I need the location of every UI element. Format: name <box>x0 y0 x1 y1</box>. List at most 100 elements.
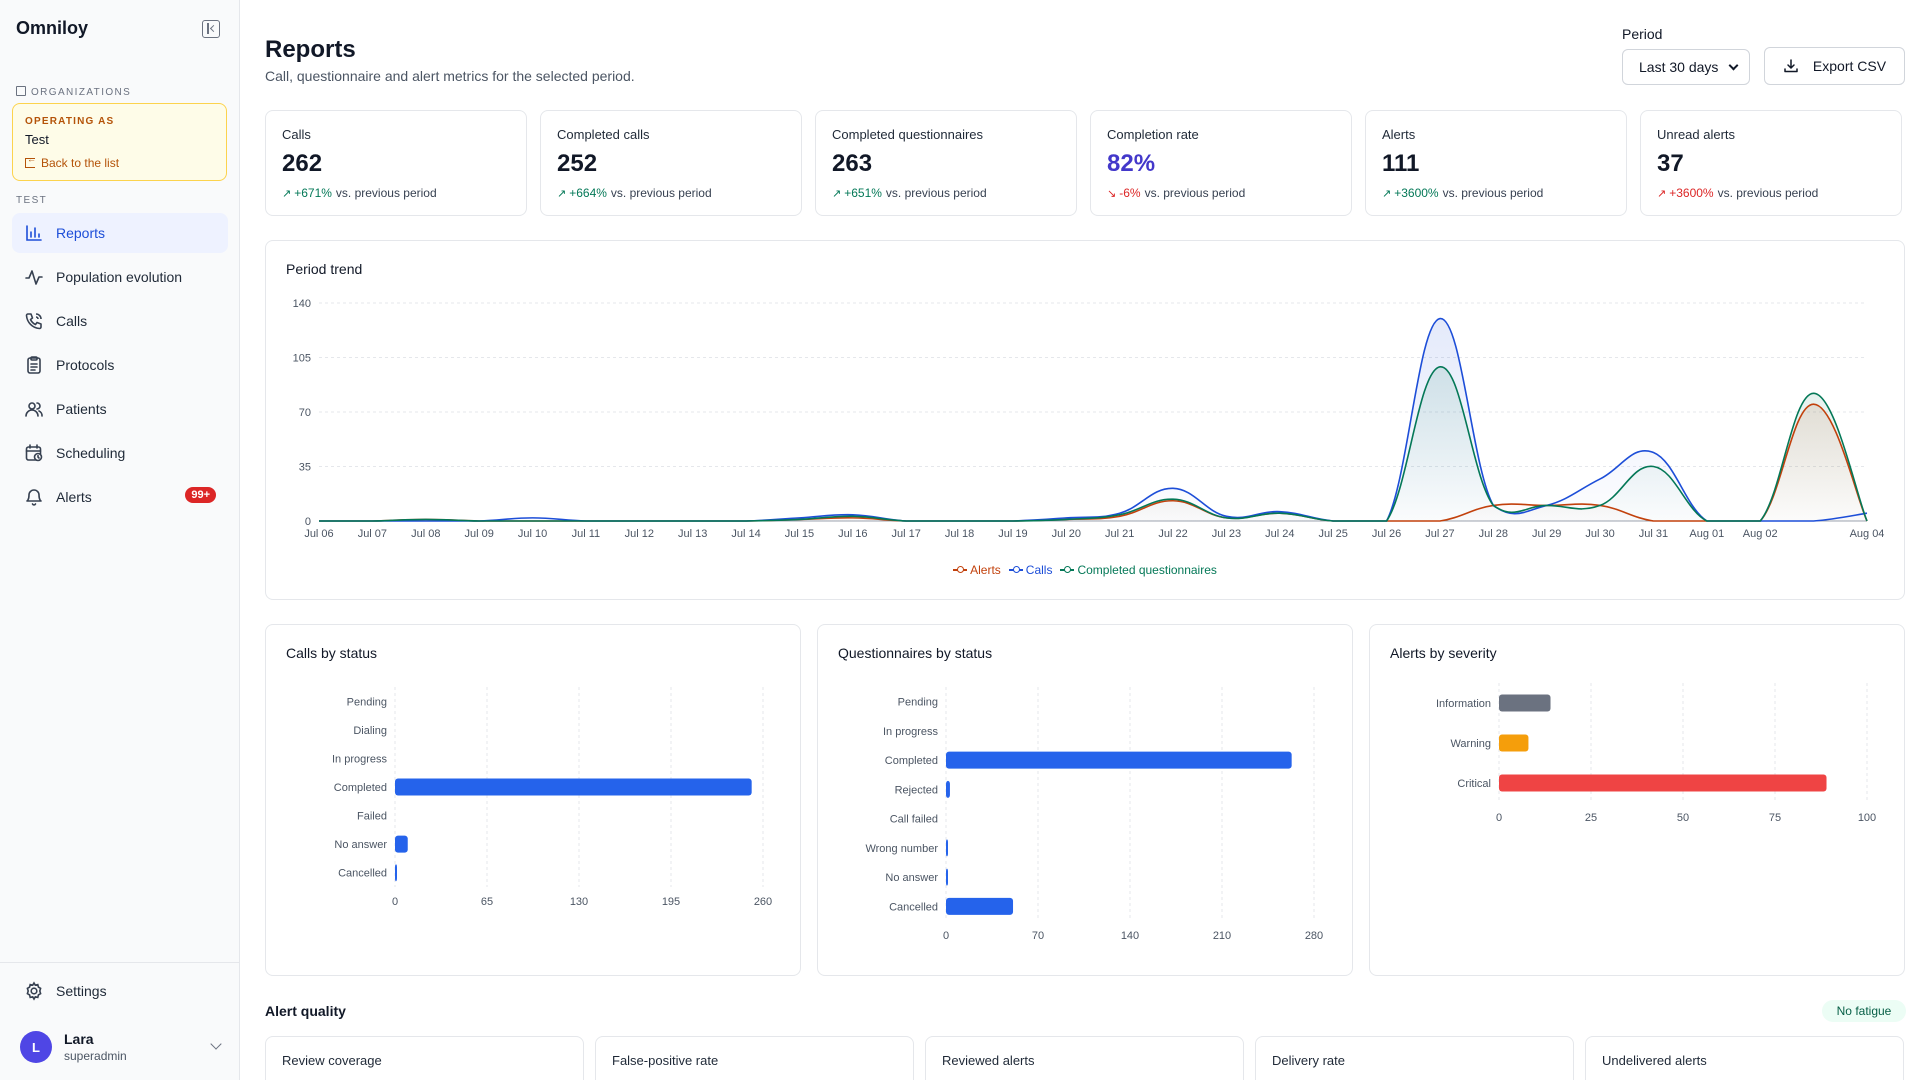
period-value: Last 30 days <box>1639 59 1719 75</box>
sidebar-item-protocols[interactable]: Protocols <box>12 345 228 385</box>
legend-item-alerts[interactable]: Alerts <box>953 563 1001 577</box>
operating-as-box: OPERATING AS Test Back to the list <box>12 103 227 181</box>
category-label: Rejected <box>895 784 938 796</box>
bar[interactable] <box>395 778 752 796</box>
x-tick-label: 130 <box>570 896 588 908</box>
bar[interactable] <box>395 864 397 882</box>
x-tick-label: 70 <box>1032 930 1044 942</box>
bar[interactable] <box>946 839 948 857</box>
alert-quality-title: Alert quality <box>265 1003 346 1019</box>
kpi-delta: ↗ +671% vs. previous period <box>282 186 510 200</box>
kpi-card: Unread alerts 37 ↗ +3600% vs. previous perio… <box>1640 110 1902 216</box>
metric-value: 0% <box>282 1076 567 1080</box>
category-label: Wrong number <box>865 843 938 855</box>
x-tick-label: Jul 26 <box>1372 528 1401 540</box>
bar[interactable] <box>1499 774 1827 792</box>
kpi-value: 37 <box>1657 150 1684 177</box>
user-menu[interactable]: L Lara superadmin <box>20 1027 222 1067</box>
x-tick-label: 260 <box>754 896 772 908</box>
category-label: In progress <box>332 753 388 765</box>
legend-item-calls[interactable]: Calls <box>1008 563 1052 577</box>
collapse-sidebar-icon[interactable] <box>202 20 220 38</box>
x-tick-label: 0 <box>943 930 949 942</box>
x-tick-label: Aug 02 <box>1743 528 1778 540</box>
x-tick-label: Jul 10 <box>518 528 547 540</box>
x-tick-label: Jul 25 <box>1319 528 1348 540</box>
x-tick-label: Jul 20 <box>1052 528 1081 540</box>
x-tick-label: Jul 24 <box>1265 528 1294 540</box>
bar[interactable] <box>946 780 950 798</box>
gear-icon <box>26 981 42 1001</box>
brand-logo[interactable]: Omniloy <box>16 18 89 38</box>
bar[interactable] <box>1499 694 1551 712</box>
users-icon <box>25 402 43 417</box>
export-csv-button[interactable]: Export CSV <box>1764 47 1905 85</box>
legend-marker <box>1060 565 1075 575</box>
sidebar-item-label: Reports <box>56 225 106 241</box>
alerts-count-badge: 99+ <box>185 487 216 503</box>
sidebar-item-alerts[interactable]: Alerts 99+ <box>12 477 228 517</box>
x-tick-label: 195 <box>662 896 680 908</box>
kpi-delta: ↗ +3600% vs. previous period <box>1657 186 1885 200</box>
alert-quality-card: Reviewed alerts 0 <box>925 1036 1244 1080</box>
y-tick-label: 0 <box>305 516 311 528</box>
x-tick-label: 75 <box>1769 812 1781 824</box>
sidebar-item-label: Patients <box>56 401 107 417</box>
category-label: Pending <box>347 696 387 708</box>
metric-value: 97% <box>1272 1076 1557 1080</box>
page-subtitle: Call, questionnaire and alert metrics fo… <box>265 68 635 84</box>
sidebar-item-reports[interactable]: Reports <box>12 213 228 253</box>
alert-quality-card: False-positive rate 0% <box>595 1036 914 1080</box>
bar[interactable] <box>946 868 948 886</box>
alert-quality-card: Delivery rate 97% <box>1255 1036 1574 1080</box>
kpi-delta: ↗ +651% vs. previous period <box>832 186 1060 200</box>
chart-title: Questionnaires by status <box>838 645 993 661</box>
building-icon <box>16 86 26 96</box>
legend-item-completed-questionnaires[interactable]: Completed questionnaires <box>1060 563 1217 577</box>
calls-by-status-card: Calls by status 0 65 130 195 260 Pending Diali… <box>265 624 801 976</box>
back-to-list-link[interactable]: Back to the list <box>25 154 214 170</box>
category-label: Pending <box>898 697 938 709</box>
kpi-label: Calls <box>282 127 311 142</box>
delta-percent: +651% <box>844 186 882 200</box>
activity-icon <box>25 270 43 285</box>
delta-tail: vs. previous period <box>1442 186 1544 200</box>
sidebar-item-patients[interactable]: Patients <box>12 389 228 429</box>
kpi-card: Alerts 111 ↗ +3600% vs. previous period <box>1365 110 1627 216</box>
category-label: Completed <box>334 782 387 794</box>
category-label: Failed <box>357 811 387 823</box>
period-select[interactable]: Last 30 days <box>1622 49 1750 85</box>
category-label: Information <box>1436 698 1491 710</box>
kpi-value: 82% <box>1107 150 1156 177</box>
category-label: In progress <box>883 726 939 738</box>
delta-tail: vs. previous period <box>335 186 437 200</box>
metric-value: 0% <box>612 1076 897 1080</box>
sidebar-item-population-evolution[interactable]: Population evolution <box>12 257 228 297</box>
x-tick-label: Jul 09 <box>464 528 493 540</box>
metric-value: 37 <box>1602 1076 1887 1080</box>
category-label: Critical <box>1457 778 1491 790</box>
x-tick-label: 100 <box>1858 812 1876 824</box>
sidebar-item-scheduling[interactable]: Scheduling <box>12 433 228 473</box>
delta-tail: vs. previous period <box>1717 186 1819 200</box>
bar-chart-icon <box>26 225 42 241</box>
kpi-value: 111 <box>1382 150 1420 177</box>
bar[interactable] <box>395 835 408 853</box>
metric-label: Review coverage <box>282 1053 382 1068</box>
sidebar-item-settings[interactable]: Settings <box>12 971 228 1011</box>
delta-percent: +664% <box>569 186 607 200</box>
x-tick-label: Jul 27 <box>1425 528 1454 540</box>
sidebar-footer: Settings L Lara superadmin <box>0 962 240 1063</box>
x-tick-label: 140 <box>1121 930 1139 942</box>
operating-org-name: Test <box>25 132 49 147</box>
bar[interactable] <box>946 897 1014 915</box>
questionnaires-by-status-chart: 0 70 140 210 280 Pending In progress Completed R… <box>865 687 1323 942</box>
questionnaires-by-status-card: Questionnaires by status 0 70 140 210 280 Pen… <box>817 624 1353 976</box>
bar[interactable] <box>946 751 1292 769</box>
bar[interactable] <box>1499 734 1529 752</box>
period-trend-chart: 0 35 70 105 140 Jul 06 Jul 07 Jul 08 Jul 09 Jul 1… <box>293 298 1885 540</box>
metric-label: Undelivered alerts <box>1602 1053 1707 1068</box>
x-tick-label: Jul 12 <box>625 528 654 540</box>
alert-quality-card: Undelivered alerts 37 <box>1585 1036 1904 1080</box>
sidebar-item-calls[interactable]: Calls <box>12 301 228 341</box>
